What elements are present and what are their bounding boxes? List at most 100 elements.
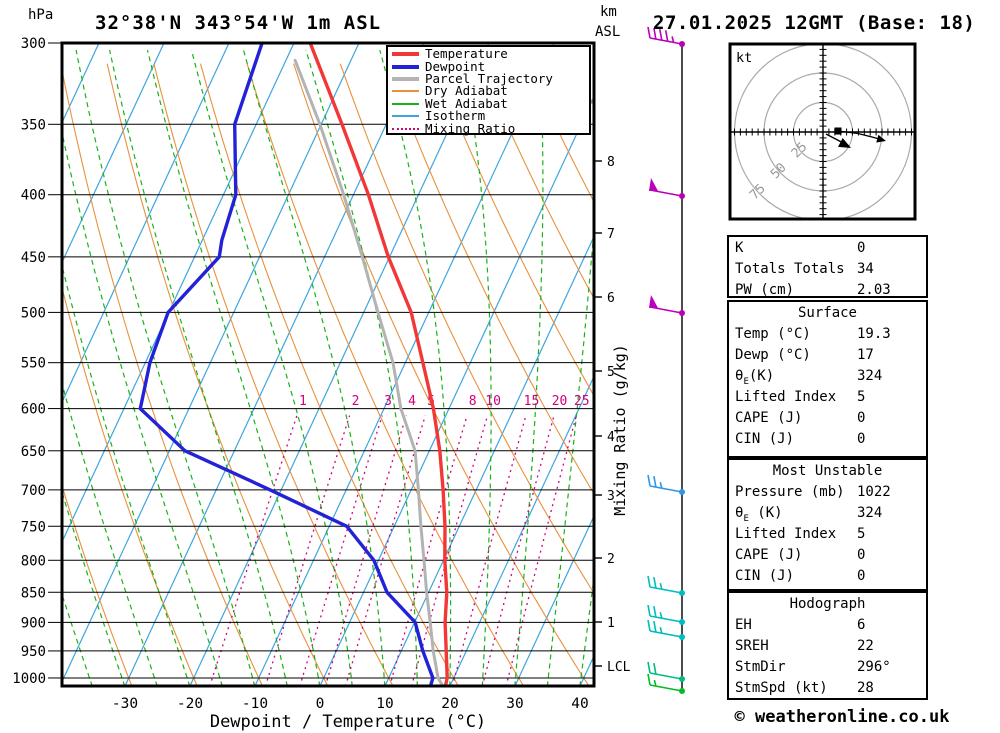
table-row: CAPE (J) 0 [735, 408, 920, 429]
temperature-curve [308, 43, 449, 686]
dry-adiabat-line [199, 63, 459, 686]
table-row: Lifted Index 5 [735, 387, 920, 408]
temp-tick-label: 0 [316, 696, 325, 712]
table-row-label: SREH [735, 638, 769, 654]
table-row-value: 0 [857, 547, 866, 563]
km-tick-label: 5 [607, 365, 615, 380]
pressure-tick-label: 350 [21, 117, 46, 133]
legend-item: Dewpoint [392, 60, 589, 72]
stats-table: K 0 Totals Totals 34 PW (cm) 2.03 [727, 235, 928, 298]
legend-item-label: Dry Adiabat [425, 83, 508, 99]
table-row-value: 22 [857, 638, 874, 654]
wind-barb-half-feather [659, 627, 663, 634]
wind-barb-feather [653, 576, 657, 589]
dry-adiabat-line [62, 483, 133, 686]
wind-barb [647, 26, 685, 47]
table-row-value: 296° [857, 659, 891, 675]
station-title: 32°38'N 343°54'W 1m ASL [95, 12, 382, 34]
storm-motion-arrowhead [838, 138, 851, 148]
dry-adiabat-line [386, 63, 594, 495]
table-title: Most Unstable [772, 463, 883, 479]
pressure-axis-unit: hPa [28, 7, 54, 23]
wind-barb [647, 575, 685, 596]
pressure-tick-label: 400 [21, 188, 46, 204]
isotherm-line [449, 374, 594, 686]
temp-tick-label: -30 [112, 696, 138, 712]
table-row-value: 0 [857, 410, 866, 426]
wind-barb-station-dot [679, 310, 685, 316]
km-tick-label: 1 [607, 616, 615, 631]
table-row-label: CIN (J) [735, 431, 795, 447]
mixing-ratio-label: 15 [524, 394, 540, 409]
wind-barb-shaft [649, 672, 683, 680]
wind-barb-feather [653, 662, 657, 675]
wind-barb-station-dot [679, 634, 685, 640]
table-row-label: Totals Totals [735, 261, 845, 277]
table-row: StmDir 296° [735, 657, 920, 678]
wind-barb-feather [659, 29, 663, 41]
legend-item-label: Isotherm [425, 108, 486, 124]
dry-adiabat-line [153, 63, 394, 686]
table-row: CAPE (J) 0 [735, 545, 920, 566]
dewpoint-curve [138, 43, 435, 686]
dry-adiabat-line [62, 285, 198, 686]
table-row: StmSpd (kt) 28 [735, 678, 920, 698]
table-row-label: Lifted Index [735, 526, 837, 542]
wind-barb [647, 604, 685, 625]
wet-adiabat-line [546, 222, 594, 686]
wind-barb-half-feather [659, 482, 663, 489]
mixing-ratio-label: 20 [552, 394, 568, 409]
legend-item: Mixing Ratio [392, 122, 589, 134]
wind-barb-shaft [649, 684, 683, 692]
wind-barb-station-dot [679, 619, 685, 625]
pressure-tick-label: 650 [21, 444, 46, 460]
wind-barb-shaft [649, 37, 683, 45]
wind-barb-station-dot [679, 41, 685, 47]
pressure-tick-label: 900 [21, 615, 46, 631]
isotherm-line [62, 43, 360, 684]
table-row-label: CIN (J) [735, 568, 795, 584]
table-row: Temp (°C) 19.3 [735, 324, 920, 345]
legend-item: Temperature [392, 47, 589, 60]
pressure-tick-label: 750 [21, 519, 46, 535]
isotherm-line [514, 514, 594, 686]
dry-adiabat-line [62, 67, 264, 686]
mixing-ratio-line [451, 415, 527, 686]
table-row-label: θE(K) [735, 368, 775, 387]
wind-barb-station-dot [679, 489, 685, 495]
temp-tick-label: -20 [177, 696, 203, 712]
datetime-title: 27.01.2025 12GMT (Base: 18) [653, 12, 976, 34]
km-tick-label: 6 [607, 291, 615, 306]
pressure-tick-label: 450 [21, 250, 46, 266]
wind-barb-shaft [649, 485, 683, 493]
legend-line-sample [392, 64, 419, 69]
wet-adiabat-line [190, 49, 353, 686]
wind-barb-feather [647, 474, 651, 487]
wet-adiabat-line [514, 49, 544, 686]
mixing-ratio-line [481, 415, 555, 686]
table-row-label: EH [735, 617, 752, 633]
table-row-label: K [735, 240, 744, 256]
table-row-value: 324 [857, 368, 883, 384]
hodograph-unit-label: kt [736, 50, 752, 66]
wind-barb-shaft [649, 630, 683, 638]
km-axis-unit: km [600, 4, 617, 20]
wind-barb-half-feather [653, 679, 657, 687]
wind-barb-feather [647, 619, 651, 632]
legend-item-label: Dewpoint [425, 58, 486, 74]
isotherm-line [62, 43, 100, 124]
table-row-label: Lifted Index [735, 389, 837, 405]
dry-adiabat-line [479, 63, 594, 300]
hodograph-ring-label: 25 [789, 140, 811, 162]
table-row: θE(K) 324 [735, 366, 920, 387]
isotherm-line [62, 43, 295, 544]
wet-adiabat-line [579, 573, 594, 686]
lcl-label: LCL [607, 660, 631, 675]
hodograph-frame [728, 42, 917, 221]
wet-adiabat-line [75, 49, 256, 686]
table-row: EH 6 [735, 615, 920, 636]
pressure-tick-label: 1000 [12, 671, 46, 687]
table-title: Surface [797, 305, 857, 321]
